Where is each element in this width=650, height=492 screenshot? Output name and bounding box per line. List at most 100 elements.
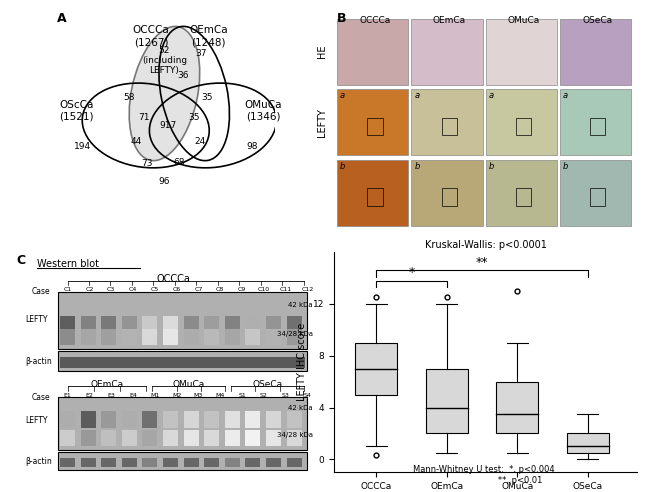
Text: OEmCa: OEmCa	[90, 380, 124, 389]
FancyBboxPatch shape	[266, 458, 281, 467]
FancyBboxPatch shape	[486, 89, 557, 155]
FancyBboxPatch shape	[60, 430, 75, 446]
Text: β-actin: β-actin	[25, 457, 52, 466]
Text: β-actin: β-actin	[25, 357, 52, 366]
FancyBboxPatch shape	[337, 89, 408, 155]
FancyBboxPatch shape	[58, 398, 307, 450]
FancyBboxPatch shape	[101, 329, 116, 344]
Text: Mann-Whitney U test:  *, p<0.004
                           **, p<0.01: Mann-Whitney U test: *, p<0.004 **, p<0.…	[413, 465, 555, 485]
Bar	[355, 343, 398, 395]
Text: 68: 68	[173, 158, 185, 167]
FancyBboxPatch shape	[486, 19, 557, 85]
FancyBboxPatch shape	[122, 430, 137, 446]
Text: Case: Case	[31, 287, 50, 296]
FancyBboxPatch shape	[122, 411, 137, 428]
FancyBboxPatch shape	[204, 430, 219, 446]
FancyBboxPatch shape	[81, 458, 96, 467]
FancyBboxPatch shape	[142, 316, 157, 336]
Text: S3: S3	[281, 393, 289, 398]
Text: 71: 71	[138, 113, 150, 122]
Text: *: *	[408, 266, 415, 279]
FancyBboxPatch shape	[225, 458, 240, 467]
Text: OScCa
(1521): OScCa (1521)	[59, 100, 94, 122]
Text: 52
(including
LEFTY): 52 (including LEFTY)	[142, 46, 187, 75]
Text: 36: 36	[177, 71, 189, 80]
Text: Case: Case	[31, 393, 50, 402]
Text: C6: C6	[172, 287, 181, 292]
FancyBboxPatch shape	[122, 329, 137, 344]
Text: M2: M2	[172, 393, 181, 398]
FancyBboxPatch shape	[163, 329, 178, 344]
Text: 73: 73	[141, 159, 153, 168]
FancyBboxPatch shape	[142, 430, 157, 446]
FancyBboxPatch shape	[183, 430, 199, 446]
FancyBboxPatch shape	[60, 357, 306, 368]
Text: b: b	[489, 162, 494, 171]
Bar	[567, 433, 609, 453]
Text: E2: E2	[85, 393, 93, 398]
FancyBboxPatch shape	[486, 159, 557, 226]
Text: a: a	[563, 92, 568, 100]
Text: S4: S4	[304, 393, 311, 398]
Text: M1: M1	[150, 393, 159, 398]
FancyBboxPatch shape	[225, 329, 240, 344]
Text: C3: C3	[107, 287, 115, 292]
FancyBboxPatch shape	[183, 329, 199, 344]
FancyBboxPatch shape	[225, 316, 240, 336]
Text: OCCCa: OCCCa	[157, 274, 190, 284]
Text: **: **	[476, 256, 488, 269]
Text: 58: 58	[124, 93, 135, 102]
Text: OSeCa: OSeCa	[252, 380, 283, 389]
FancyBboxPatch shape	[245, 411, 261, 428]
FancyBboxPatch shape	[122, 316, 137, 336]
FancyBboxPatch shape	[266, 329, 281, 344]
Y-axis label: LEFTY IHC score: LEFTY IHC score	[298, 323, 307, 401]
FancyBboxPatch shape	[287, 458, 302, 467]
FancyBboxPatch shape	[287, 329, 302, 344]
FancyBboxPatch shape	[101, 430, 116, 446]
FancyBboxPatch shape	[183, 458, 199, 467]
Text: M3: M3	[194, 393, 203, 398]
FancyBboxPatch shape	[225, 411, 240, 428]
FancyBboxPatch shape	[60, 329, 75, 344]
Text: C1: C1	[64, 287, 72, 292]
Text: Kruskal-Wallis: p<0.0001: Kruskal-Wallis: p<0.0001	[424, 240, 547, 250]
FancyBboxPatch shape	[183, 316, 199, 336]
Text: C: C	[16, 254, 25, 267]
Text: C11: C11	[280, 287, 292, 292]
FancyBboxPatch shape	[560, 159, 631, 226]
FancyBboxPatch shape	[204, 458, 219, 467]
FancyBboxPatch shape	[183, 411, 199, 428]
FancyBboxPatch shape	[81, 411, 96, 428]
Text: C2: C2	[85, 287, 94, 292]
Text: 37: 37	[195, 49, 207, 59]
FancyBboxPatch shape	[142, 411, 157, 428]
FancyBboxPatch shape	[58, 453, 307, 470]
FancyBboxPatch shape	[245, 316, 261, 336]
Text: 98: 98	[247, 142, 258, 151]
FancyBboxPatch shape	[163, 458, 178, 467]
Text: C12: C12	[302, 287, 313, 292]
Text: 42 kDa: 42 kDa	[288, 405, 313, 411]
Text: HE: HE	[317, 45, 327, 59]
Text: OCCCa: OCCCa	[359, 16, 391, 26]
FancyBboxPatch shape	[245, 430, 261, 446]
Text: C8: C8	[216, 287, 224, 292]
Text: OSeCa: OSeCa	[582, 16, 613, 26]
Text: 34/28 kDa: 34/28 kDa	[277, 432, 313, 438]
Text: E4: E4	[129, 393, 137, 398]
Text: 44: 44	[130, 137, 142, 147]
FancyBboxPatch shape	[287, 430, 302, 446]
FancyBboxPatch shape	[266, 430, 281, 446]
Text: a: a	[414, 92, 419, 100]
Text: C5: C5	[151, 287, 159, 292]
Text: a: a	[489, 92, 494, 100]
FancyBboxPatch shape	[287, 316, 302, 336]
Text: E1: E1	[64, 393, 72, 398]
Text: a: a	[340, 92, 345, 100]
FancyBboxPatch shape	[101, 316, 116, 336]
FancyBboxPatch shape	[225, 430, 240, 446]
Text: 917: 917	[159, 121, 176, 130]
FancyBboxPatch shape	[245, 329, 261, 344]
FancyBboxPatch shape	[411, 159, 482, 226]
